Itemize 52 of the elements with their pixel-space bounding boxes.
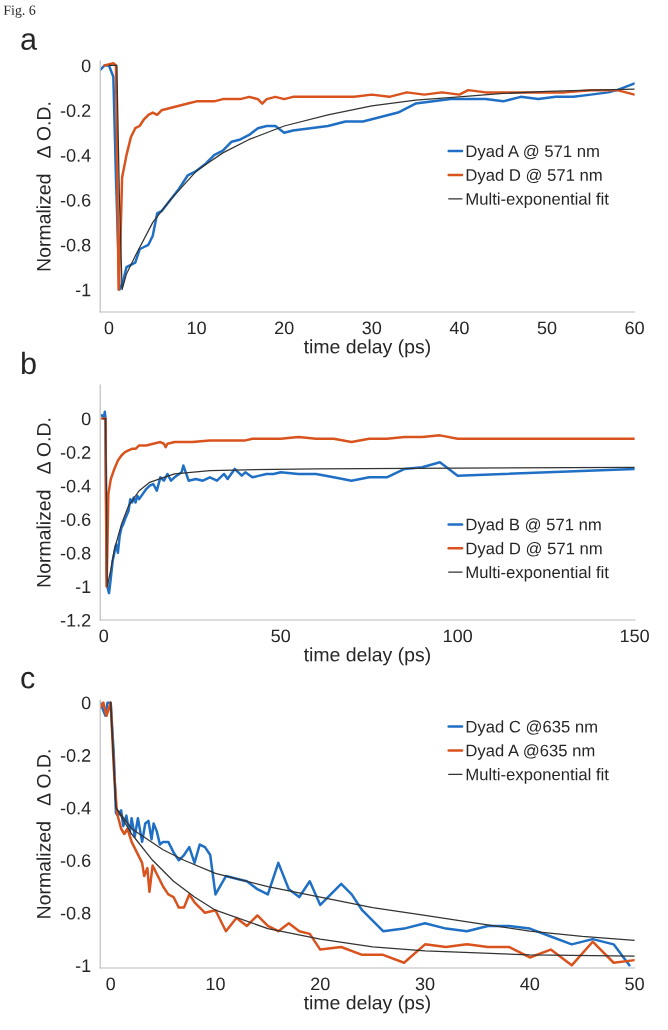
y-tick-label: 0: [81, 696, 91, 710]
legend-label: Dyad D @ 571 nm: [466, 168, 602, 185]
y-tick-label: -0.6: [60, 513, 91, 527]
x-tick-label: 0: [106, 977, 115, 991]
x-tick-label: 0: [104, 321, 114, 335]
x-axis-title: time delay (ps): [303, 339, 430, 358]
y-tick-label: -0.6: [60, 193, 91, 207]
legend-label: Dyad D @ 571 nm: [466, 542, 602, 558]
y-axis-title: Normalized Δ O.D.: [36, 102, 51, 271]
x-tick-label: 50: [625, 977, 644, 991]
y-tick-label: -0.8: [60, 546, 91, 560]
x-tick-label: 10: [187, 321, 206, 335]
x-tick-label: 60: [625, 321, 644, 335]
y-tick-label: -0.4: [60, 479, 91, 493]
legend-label: Dyad B @ 571 nm: [466, 518, 601, 534]
x-tick-label: 150: [620, 629, 649, 643]
x-tick-label: 0: [99, 629, 109, 643]
y-tick-label: -0.6: [60, 854, 91, 867]
y-tick-label: -1: [75, 959, 91, 972]
legend-label: Multi-exponential fit: [466, 192, 609, 209]
x-tick-label: 30: [415, 977, 435, 991]
x-tick-label: 100: [443, 629, 472, 643]
y-tick-label: -0.2: [60, 749, 91, 762]
chart-title: a: [21, 33, 38, 50]
legend-label: Multi-exponential fit: [466, 565, 609, 582]
chart-title: b: [22, 351, 36, 375]
y-tick-label: -0.4: [60, 801, 91, 815]
x-tick-label: 40: [449, 321, 469, 335]
y-axis-title: Normalized Δ O.D.: [36, 750, 51, 918]
y-tick-label: -0.2: [60, 446, 91, 459]
caption: Fig. 6: [3, 5, 36, 18]
y-tick-label: -0.8: [60, 238, 91, 252]
y-tick-label: -1: [75, 580, 91, 593]
x-tick-label: 30: [362, 321, 382, 335]
x-axis-title: time delay (ps): [303, 995, 430, 1014]
x-tick-label: 20: [311, 977, 330, 991]
x-tick-label: 50: [271, 629, 291, 643]
x-tick-label: 20: [275, 321, 294, 335]
y-tick-label: -1.2: [60, 613, 91, 627]
y-axis-title: Normalized Δ O.D.: [36, 418, 51, 587]
legend-label: Dyad A @ 571 nm: [466, 144, 599, 161]
x-tick-label: 10: [206, 977, 225, 991]
y-tick-label: -0.4: [60, 149, 91, 162]
y-tick-label: 0: [81, 59, 91, 73]
y-tick-label: -0.2: [60, 104, 91, 118]
y-tick-label: -1: [75, 283, 91, 297]
x-tick-label: 40: [520, 977, 540, 991]
chart-title: c: [21, 671, 35, 689]
x-tick-label: 50: [537, 321, 557, 335]
y-tick-label: -0.8: [60, 906, 91, 920]
y-tick-label: 0: [81, 412, 91, 426]
x-axis-title: time delay (ps): [303, 647, 430, 666]
